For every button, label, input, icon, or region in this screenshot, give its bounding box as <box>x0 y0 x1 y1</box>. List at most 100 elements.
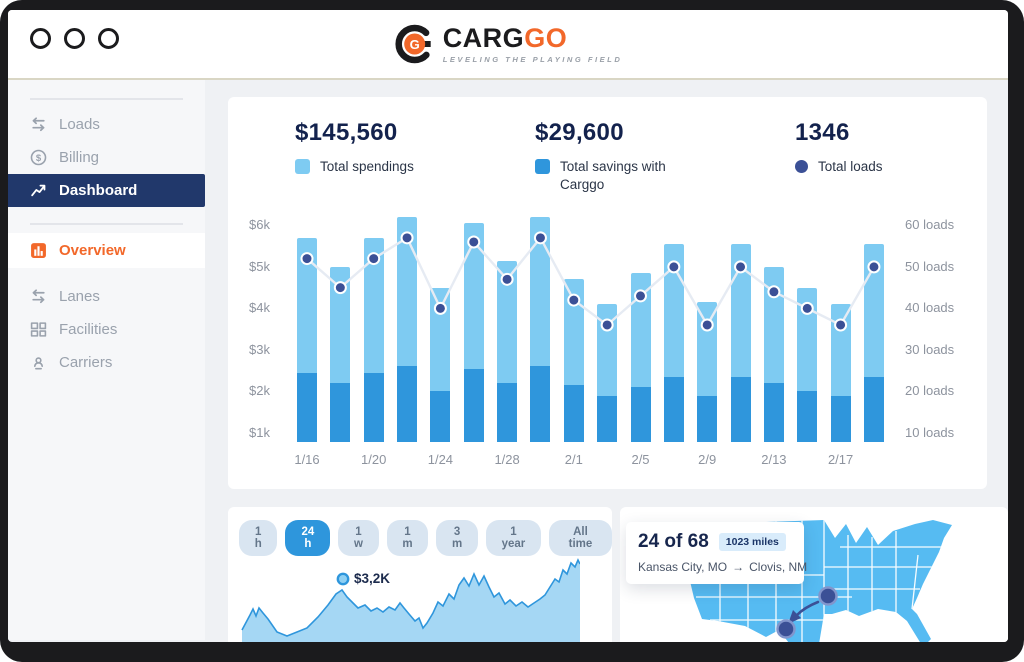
sidebar-item-billing[interactable]: $ Billing <box>8 141 205 174</box>
window-control-circle-1[interactable] <box>30 28 51 49</box>
trend-up-icon <box>30 182 47 199</box>
distance-badge: 1023 miles <box>718 533 786 551</box>
window-control-circle-2[interactable] <box>64 28 85 49</box>
time-filter-1-h[interactable]: 1 h <box>239 520 278 556</box>
savings-bar[interactable] <box>863 376 884 442</box>
spendings-bar[interactable] <box>830 304 851 396</box>
spendings-bar[interactable] <box>363 237 384 373</box>
savings-bar[interactable] <box>430 391 451 442</box>
time-filter-1-m[interactable]: 1 m <box>386 520 429 556</box>
x-axis-label: 2/1 <box>564 452 583 467</box>
spendings-bar[interactable] <box>330 266 351 384</box>
trend-marker-dot[interactable] <box>336 572 350 586</box>
savings-bar[interactable] <box>330 383 351 442</box>
sidebar-item-overview[interactable]: Overview <box>8 233 205 268</box>
route-origin: Kansas City, MO <box>638 560 728 574</box>
stat-total-loads: 1346 Total loads <box>795 119 883 176</box>
sidebar-divider <box>30 98 183 100</box>
topbar: G CARGGO LEVELING THE PLAYING FIELD <box>8 10 1008 80</box>
savings-bar[interactable] <box>297 372 317 442</box>
spendings-bar[interactable] <box>297 237 317 373</box>
spendings-legend-swatch <box>295 159 310 174</box>
sidebar-item-loads[interactable]: Loads <box>8 108 205 141</box>
y-axis-right-label: 60 loads <box>905 217 955 233</box>
savings-bar[interactable] <box>463 368 484 442</box>
time-filter-1-year[interactable]: 1 year <box>485 520 541 556</box>
carrier-icon <box>30 354 47 371</box>
sidebar-item-label: Dashboard <box>59 182 138 199</box>
savings-bar[interactable] <box>563 385 584 442</box>
y-axis-right-label: 50 loads <box>905 258 955 274</box>
spendings-bar[interactable] <box>630 273 651 388</box>
y-axis-left-label: $1k <box>249 424 270 440</box>
stat-total-spendings: $145,560 Total spendings <box>295 119 414 176</box>
spendings-bar[interactable] <box>597 304 618 396</box>
spendings-bar[interactable] <box>730 244 751 377</box>
savings-bar[interactable] <box>497 383 518 442</box>
x-axis-label: 1/20 <box>361 452 387 467</box>
origin-marker[interactable] <box>818 586 838 606</box>
destination-marker[interactable] <box>776 619 796 639</box>
window-controls <box>30 28 119 49</box>
savings-bar[interactable] <box>730 376 751 442</box>
bar-chart-icon <box>30 242 47 259</box>
savings-bar[interactable] <box>763 383 784 442</box>
spendings-bar[interactable] <box>763 266 784 384</box>
stat-value: $29,600 <box>535 119 624 146</box>
savings-bar[interactable] <box>797 391 818 442</box>
sidebar-item-facilities[interactable]: Facilities <box>8 313 205 346</box>
savings-bar[interactable] <box>830 395 851 442</box>
y-axis-left-label: $6k <box>249 217 270 233</box>
route-map-card: 24 of 68 1023 miles Kansas City, MO → Cl… <box>620 507 1008 642</box>
brand-tagline: LEVELING THE PLAYING FIELD <box>442 54 623 64</box>
main-content: $145,560 Total spendings $29,600 Total s… <box>205 80 1008 642</box>
route-arrow-glyph: → <box>732 560 745 574</box>
sidebar: Loads $ Billing <box>8 80 205 640</box>
spendings-bar[interactable] <box>430 287 451 392</box>
spendings-bar[interactable] <box>563 279 584 386</box>
savings-bar[interactable] <box>363 372 384 442</box>
brand-wordmark: CARGGO <box>442 22 568 53</box>
savings-bar[interactable] <box>597 395 618 442</box>
sidebar-item-label: Loads <box>59 116 100 133</box>
spendings-bar[interactable] <box>797 287 818 392</box>
carggo-logo: G CARGGO LEVELING THE PLAYING FIELD <box>394 23 623 65</box>
spendings-bar[interactable] <box>463 223 484 369</box>
savings-bar[interactable] <box>530 366 551 442</box>
savings-bar[interactable] <box>663 376 684 442</box>
y-axis-left-label: $3k <box>249 341 270 357</box>
savings-bar[interactable] <box>397 366 418 442</box>
savings-bar[interactable] <box>697 395 718 442</box>
area-chart <box>241 558 580 642</box>
spendings-bar[interactable] <box>530 217 551 367</box>
dollar-circle-icon: $ <box>30 149 47 166</box>
sidebar-item-label: Facilities <box>59 321 118 338</box>
sidebar-item-label: Lanes <box>59 288 100 305</box>
x-axis-label: 2/17 <box>827 452 854 467</box>
time-filter-3-m[interactable]: 3 m <box>436 520 478 556</box>
time-filter-1-w[interactable]: 1 w <box>338 520 379 556</box>
route-arrowhead <box>788 610 801 624</box>
time-filter-24-h[interactable]: 24 h <box>285 520 331 556</box>
sidebar-item-carriers[interactable]: Carriers <box>8 346 205 379</box>
stat-value: $145,560 <box>295 119 398 146</box>
svg-text:$: $ <box>36 153 42 164</box>
spendings-bar[interactable] <box>497 260 518 384</box>
y-axis-left-label: $4k <box>249 300 270 316</box>
sidebar-item-dashboard[interactable]: Dashboard <box>8 174 205 207</box>
y-axis-right-label: 30 loads <box>905 341 955 357</box>
loads-line <box>306 235 875 328</box>
spendings-bar[interactable] <box>663 244 684 377</box>
spendings-bar[interactable] <box>863 244 884 377</box>
sidebar-item-label: Carriers <box>59 354 113 371</box>
stat-value: 1346 <box>795 119 850 146</box>
window-control-circle-3[interactable] <box>98 28 119 49</box>
time-filter-all-time[interactable]: All time <box>548 520 612 556</box>
savings-bar[interactable] <box>630 387 651 442</box>
y-axis-right-label: 40 loads <box>905 300 955 316</box>
spendings-bar[interactable] <box>397 217 418 367</box>
sidebar-item-lanes[interactable]: Lanes <box>8 280 205 313</box>
spendings-bar[interactable] <box>697 302 718 396</box>
